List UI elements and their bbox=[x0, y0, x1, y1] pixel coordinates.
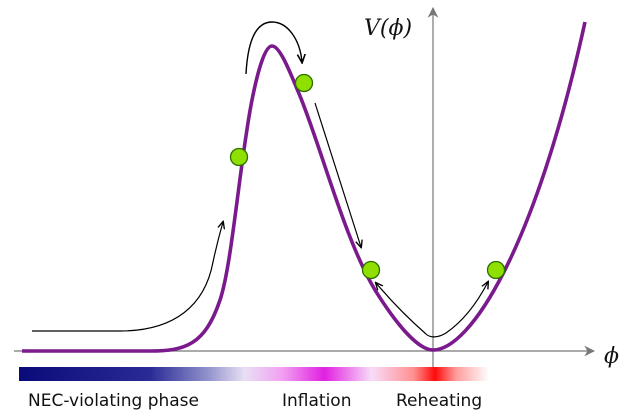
reheating-oscillation-arrow-right bbox=[425, 282, 488, 338]
x-axis-label: ϕ bbox=[604, 344, 619, 369]
ball-reheating bbox=[486, 260, 506, 280]
ball-rising bbox=[229, 147, 249, 167]
ball-hilltop bbox=[294, 73, 314, 93]
reheating-label: Reheating bbox=[396, 391, 483, 411]
nec-phase-arrow bbox=[32, 222, 223, 332]
inflation-slope-arrow bbox=[314, 102, 361, 247]
y-axis-label: V(ϕ) bbox=[364, 16, 412, 41]
inflation-label: Inflation bbox=[282, 391, 352, 411]
potential-curve bbox=[22, 21, 587, 353]
reheating-oscillation-arrow-left bbox=[376, 283, 427, 335]
ball-slope bbox=[361, 260, 381, 280]
phase-color-bar bbox=[19, 367, 489, 381]
nec-phase-label: NEC-violating phase bbox=[28, 391, 199, 411]
hilltop-arrow bbox=[245, 21, 302, 75]
